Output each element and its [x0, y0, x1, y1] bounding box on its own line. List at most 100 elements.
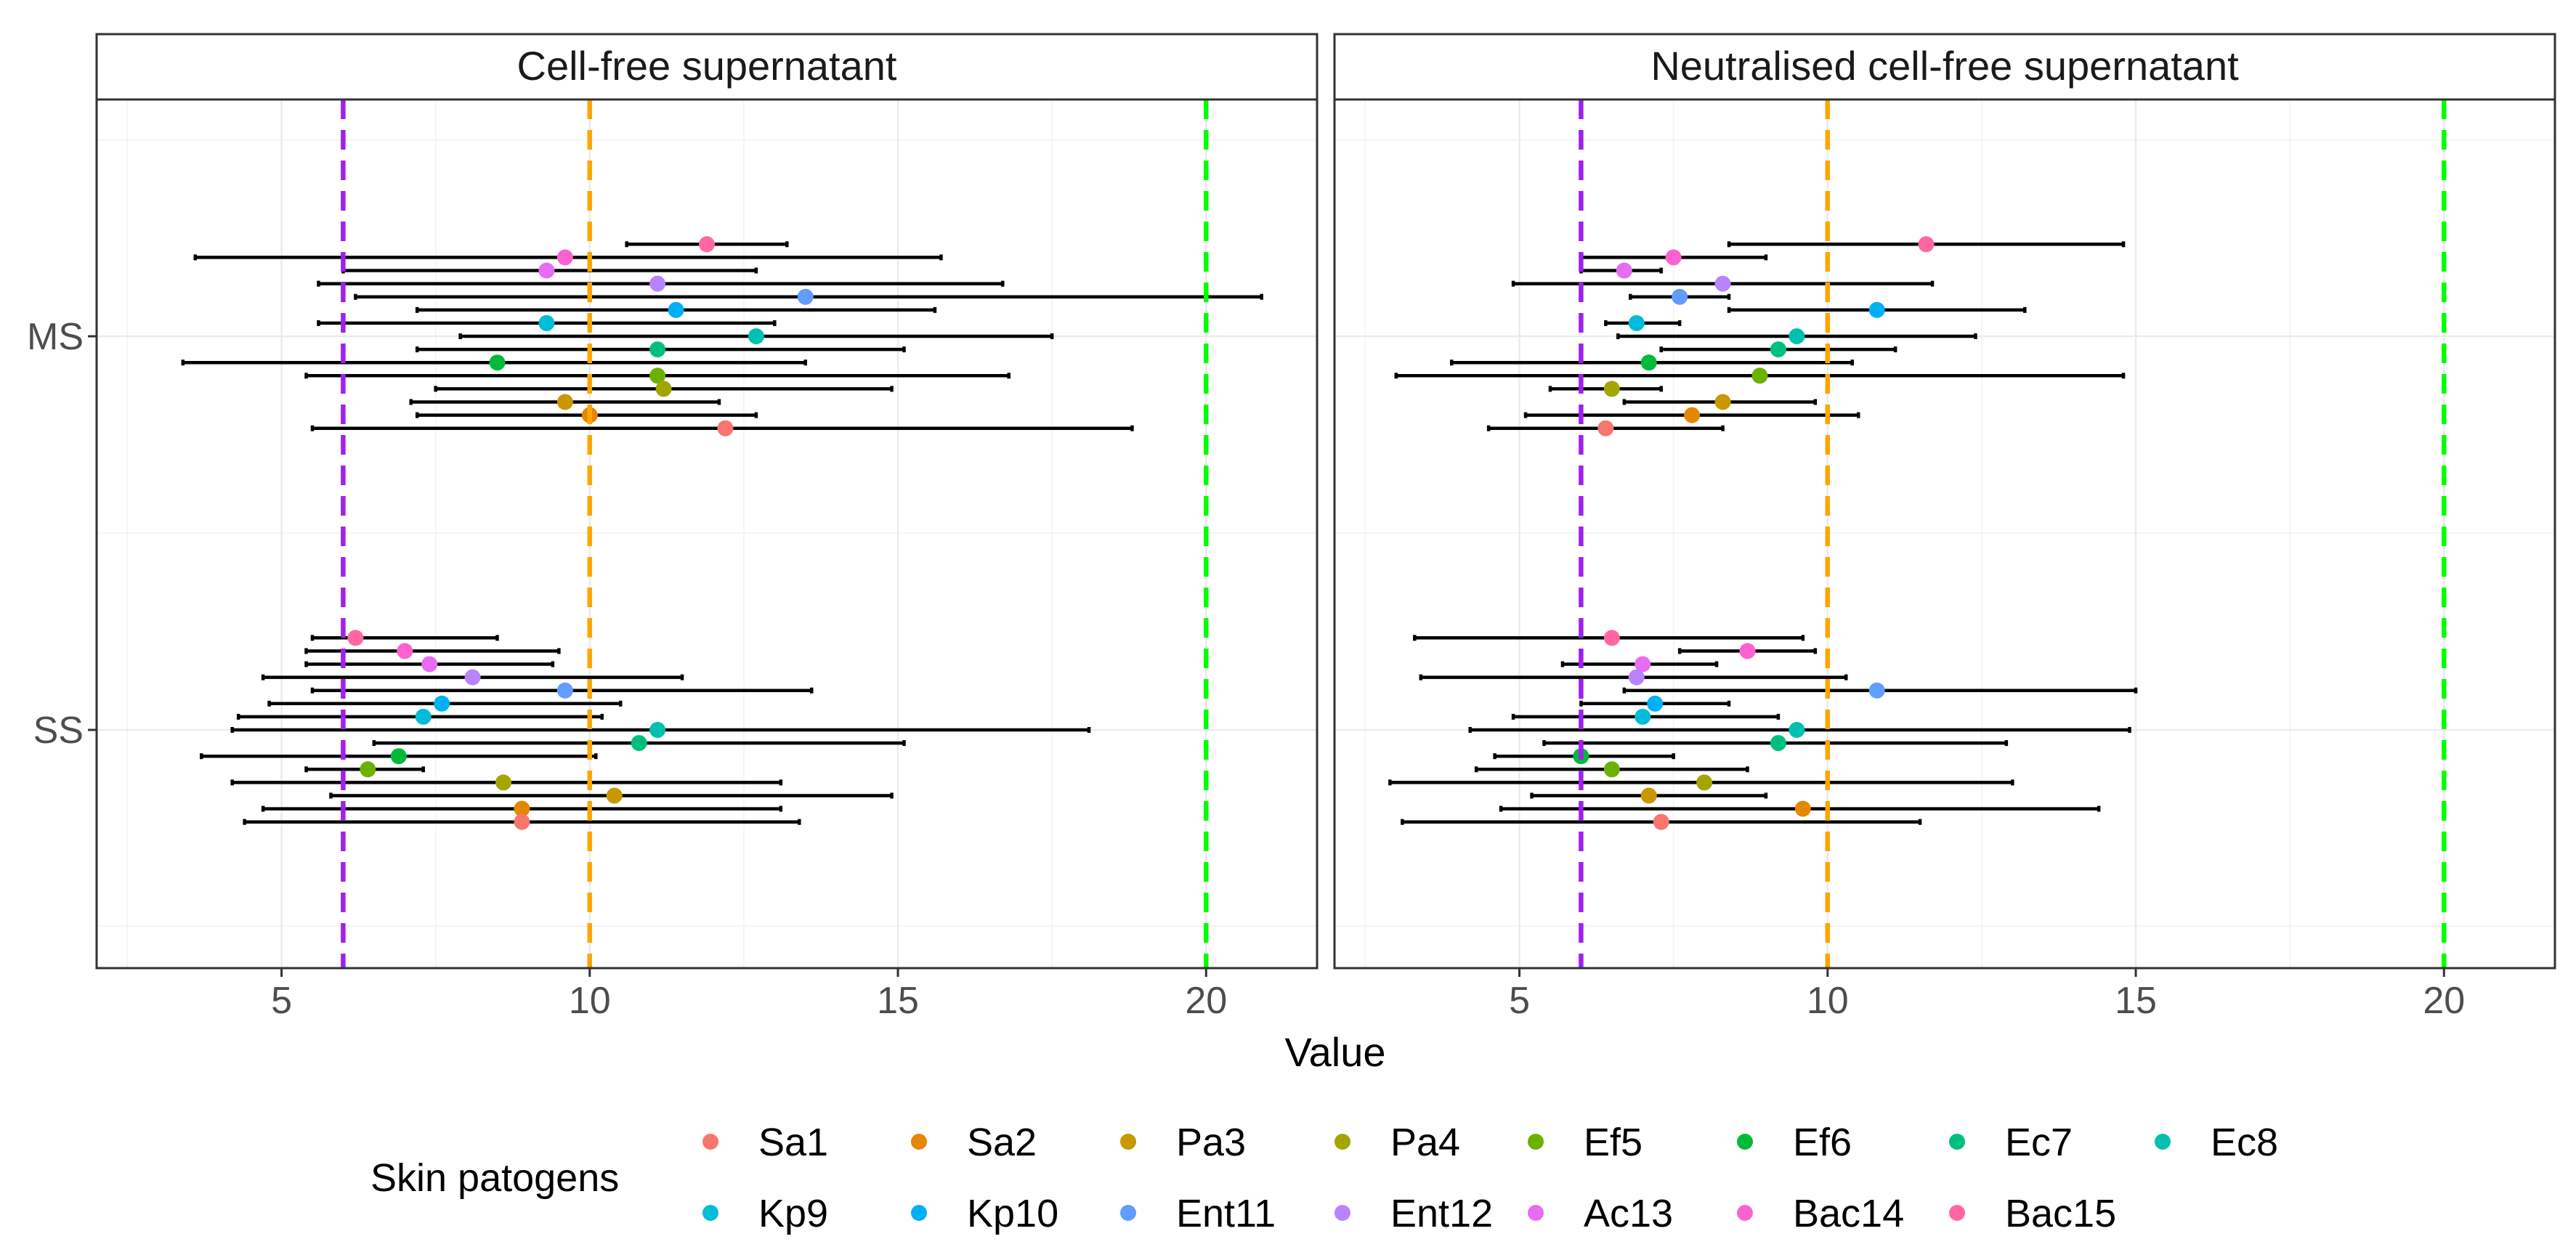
facet-panel: Neutralised cell-free supernatant 5 10 15 20: [1333, 33, 2556, 1022]
data-point-ent12: [1714, 275, 1731, 292]
legend-item: Kp9: [702, 1192, 828, 1235]
legend-key: [1120, 1134, 1136, 1150]
legend-key: [1737, 1205, 1753, 1221]
legend-item: Ac13: [1528, 1192, 1673, 1235]
data-point-ef6: [489, 354, 506, 371]
data-point-ec8: [649, 722, 666, 738]
legend-item: Ef6: [1737, 1121, 1852, 1164]
legend-label: Pa4: [1390, 1121, 1460, 1164]
data-point-bac15: [1603, 630, 1620, 646]
data-point-ec8: [748, 328, 764, 344]
data-point-ac13: [1616, 262, 1632, 279]
x-axis-title: Value: [1284, 1029, 1385, 1075]
data-point-kp9: [1628, 314, 1645, 331]
x-tick-label: 20: [1185, 980, 1227, 1022]
data-point-kp10: [434, 695, 450, 712]
plot-background: [97, 99, 1317, 968]
legend-item: Ent11: [1120, 1192, 1276, 1235]
legend-key: [1334, 1134, 1350, 1150]
data-point-ef5: [649, 367, 666, 384]
data-point-pa4: [495, 774, 511, 791]
data-point-sa1: [1597, 420, 1614, 436]
legend-title: Skin patogens: [370, 1156, 619, 1200]
legend-item: Sa2: [911, 1121, 1037, 1164]
legend-label: Kp9: [758, 1192, 828, 1235]
legend-key: [1528, 1134, 1544, 1150]
data-point-ac13: [421, 656, 438, 673]
legend-label: Bac14: [1793, 1192, 1904, 1235]
data-point-kp10: [668, 301, 684, 318]
data-point-pa3: [1640, 787, 1657, 804]
data-point-pa4: [1603, 381, 1620, 397]
x-tick-label: 10: [1807, 980, 1849, 1022]
legend-item: Ec7: [1949, 1121, 2073, 1164]
facet-strip: [1333, 33, 2556, 101]
legend-item: Ec8: [2155, 1121, 2278, 1164]
data-point-ef6: [390, 748, 407, 765]
data-point-kp9: [415, 708, 432, 725]
legend-item: Pa3: [1120, 1121, 1246, 1164]
legend-label: Kp10: [967, 1192, 1058, 1235]
data-point-kp9: [1635, 708, 1651, 725]
data-point-ef6: [1640, 354, 1657, 371]
data-point-bac15: [699, 236, 715, 253]
x-tick-label: 15: [2115, 980, 2157, 1022]
data-point-ent12: [464, 669, 481, 686]
data-point-bac14: [1665, 249, 1682, 266]
legend-key: [702, 1205, 718, 1221]
data-point-pa3: [606, 787, 623, 804]
legend-label: Ent12: [1390, 1192, 1493, 1235]
data-point-pa3: [556, 394, 573, 410]
legend-items: Sa1 Sa2 Pa3 Pa4 Ef5 Ef6 Ec7 Ec8 Kp9 Kp10 Ent11 Ent1…: [702, 1121, 2278, 1235]
legend-label: Ec7: [2005, 1121, 2073, 1164]
legend-key: [1949, 1134, 1965, 1150]
data-point-pa4: [655, 381, 672, 397]
data-point-bac15: [347, 630, 364, 646]
legend-key: [1528, 1205, 1544, 1221]
data-point-pa4: [1696, 774, 1713, 791]
x-tick-label: 10: [569, 980, 611, 1022]
data-point-sa1: [717, 420, 734, 436]
data-point-ef5: [360, 761, 376, 778]
data-point-ec7: [649, 341, 666, 358]
data-point-ent12: [1628, 669, 1645, 686]
data-point-ent11: [1868, 682, 1885, 699]
data-point-bac14: [1739, 643, 1756, 659]
legend: Skin patogens Sa1 Sa2 Pa3 Pa4 Ef5 Ef6 Ec7 Ec8 Kp…: [370, 1121, 2278, 1235]
data-point-ac13: [1635, 656, 1651, 673]
data-point-sa2: [1684, 407, 1701, 423]
data-point-ent11: [797, 288, 814, 305]
x-tick-label: 15: [877, 980, 919, 1022]
legend-item: Kp10: [911, 1192, 1058, 1235]
legend-item: Ent12: [1334, 1192, 1493, 1235]
legend-label: Ec8: [2211, 1121, 2278, 1164]
data-point-ec8: [1789, 328, 1805, 344]
data-point-kp9: [538, 314, 555, 331]
legend-label: Bac15: [2005, 1192, 2116, 1235]
y-axis: MS SS: [27, 316, 97, 752]
legend-label: Sa2: [967, 1121, 1037, 1164]
data-point-ent11: [1672, 288, 1688, 305]
y-tick-label: MS: [27, 316, 84, 358]
data-point-ef5: [1751, 367, 1768, 384]
legend-key: [911, 1205, 927, 1221]
data-point-bac15: [1918, 236, 1935, 253]
legend-key: [1334, 1205, 1350, 1221]
data-point-bac14: [556, 249, 573, 266]
y-tick-label: SS: [33, 710, 84, 752]
data-point-bac14: [397, 643, 413, 659]
data-point-ent12: [649, 275, 666, 292]
data-point-sa1: [514, 813, 530, 830]
legend-label: Ef6: [1793, 1121, 1852, 1164]
legend-item: Bac14: [1737, 1192, 1904, 1235]
data-point-kp10: [1868, 301, 1885, 318]
facet-strip: [95, 33, 1319, 101]
data-point-sa1: [1653, 813, 1669, 830]
x-tick-label: 20: [2423, 980, 2465, 1022]
legend-key: [2155, 1134, 2171, 1150]
data-point-ac13: [538, 262, 555, 279]
facet-panel: Cell-free supernatant 5 10 15 20: [95, 33, 1319, 1022]
legend-key: [911, 1134, 927, 1150]
